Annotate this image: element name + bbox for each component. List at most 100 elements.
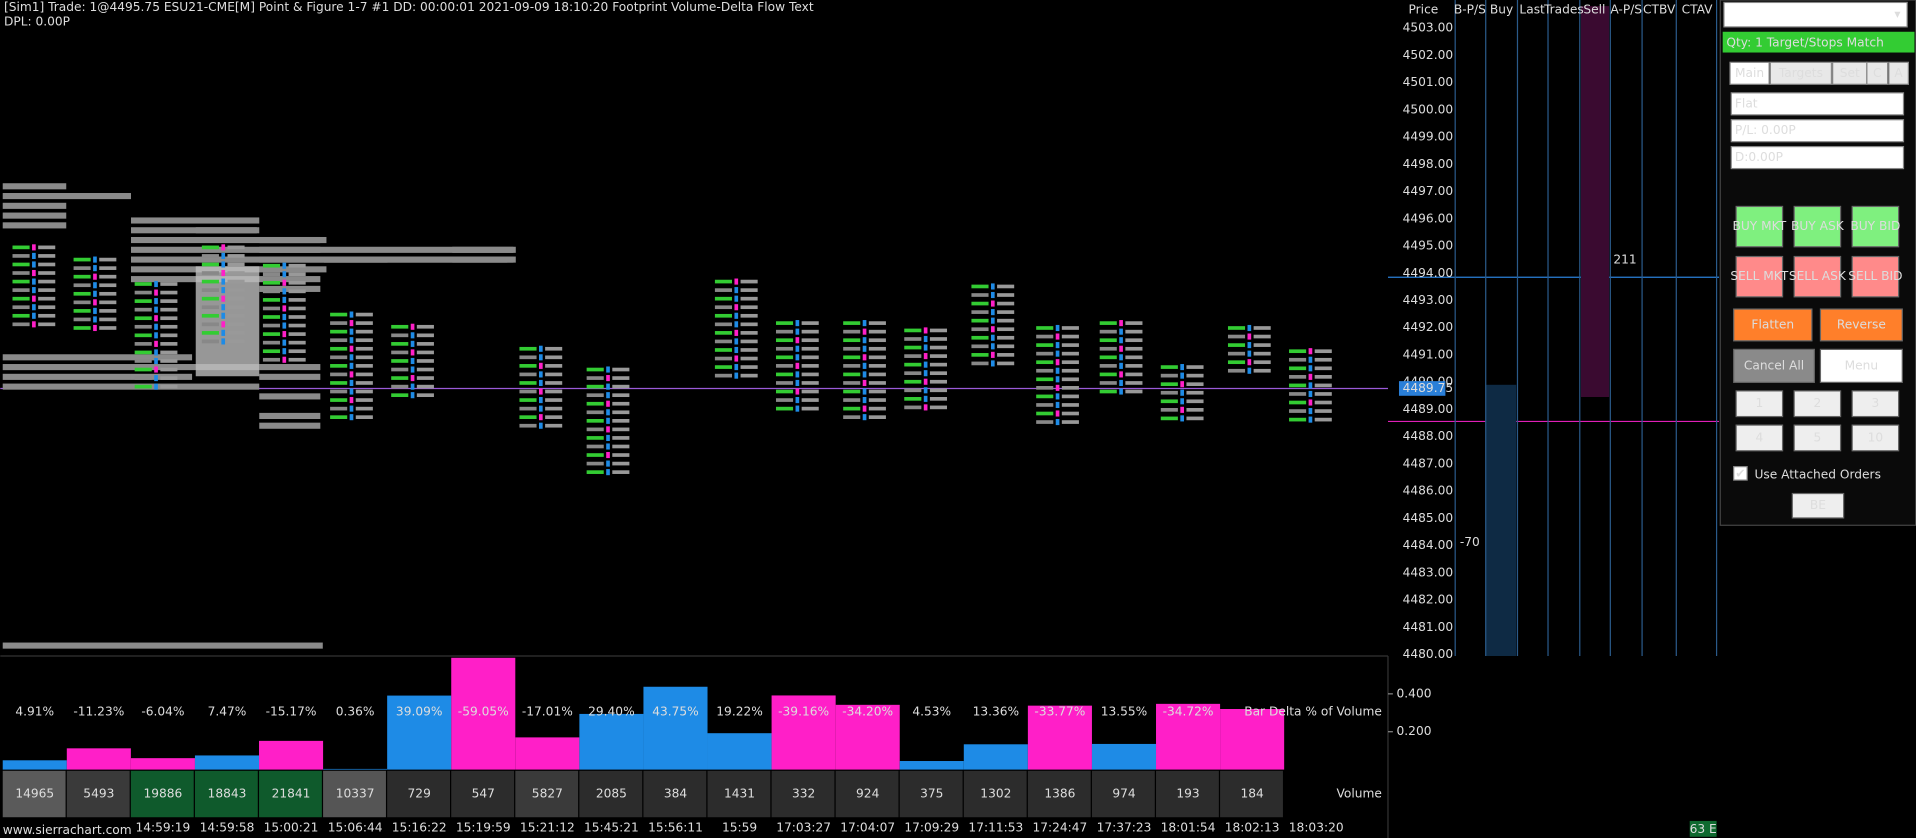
footprint-cell [775,364,794,368]
time-label: 17:24:47 [1033,821,1088,835]
footprint-cell [221,338,226,345]
be-button[interactable] [1791,492,1845,519]
footprint-cell [134,290,152,295]
profile-bar [259,246,516,253]
reverse-button[interactable] [1819,308,1903,342]
footprint-cell [201,313,219,318]
footprint-cell [971,318,989,323]
footprint-cell [997,318,1015,323]
footprint-cell [410,366,415,373]
footprint-cell [862,362,867,369]
delta-bar [579,713,644,770]
footprint-cell [1289,357,1307,362]
qty-button[interactable] [1793,424,1842,452]
menu-button[interactable] [1819,348,1903,383]
volume-value: 384 [664,787,688,801]
volume-value: 547 [472,787,495,801]
watermark: www.sierrachart.com [3,823,132,837]
footprint-cell [1036,334,1054,339]
footprint-cell [904,371,922,376]
footprint-cell [929,328,948,333]
symbol-dropdown[interactable] [1723,1,1908,28]
tab[interactable] [1769,61,1833,85]
footprint-cell [1119,388,1123,395]
footprint-cell [775,389,794,394]
tab[interactable] [1866,61,1889,85]
profile-bar [2,183,67,190]
footprint-cell [734,312,739,319]
tab[interactable] [1888,61,1909,85]
footprint-cell [1314,383,1332,388]
footprint-cell [1125,381,1143,385]
qty-button[interactable] [1793,390,1842,418]
sell-button[interactable] [1735,255,1784,298]
delta-bar [194,755,260,770]
footprint-cell [93,324,97,332]
qty-button[interactable] [1735,390,1784,418]
buy-button[interactable] [1735,205,1784,248]
footprint-cell [38,271,56,275]
footprint-cell [134,307,152,312]
footprint-cell [714,296,733,301]
be-button-label: BE [1810,498,1826,512]
footprint-cell [862,388,867,395]
volume-value: 10337 [336,787,375,801]
footprint-cell [1099,389,1117,394]
current-price: 4489.75 [1403,381,1453,395]
footprint-cell [714,373,733,378]
footprint-cell [32,312,36,319]
footprint-cell [929,362,948,367]
footprint-cell [971,335,989,340]
footprint-cell [262,315,281,319]
footprint-cell [606,366,610,373]
footprint-cell [355,372,373,377]
price-label: 4483.00 [1403,565,1453,579]
tab[interactable] [1729,61,1770,85]
footprint-cell [160,307,178,312]
delta-bar [259,740,324,770]
sell-button[interactable] [1851,255,1900,298]
footprint-cell [868,355,886,360]
tab-label: A [1894,66,1903,80]
footprint-cell [519,406,537,411]
buy-button[interactable] [1793,205,1842,248]
footprint-cell [612,461,630,466]
cancel-all-button[interactable] [1733,348,1815,383]
footprint-cell [262,280,281,285]
profile-bar [259,364,321,371]
footprint-cell [990,334,995,341]
footprint-cell [1055,410,1060,417]
footprint-cell [93,273,97,280]
footprint-cell [134,384,152,389]
qty-button[interactable] [1851,390,1900,418]
footprint-cell [929,337,948,341]
qty-button[interactable] [1735,424,1784,452]
footprint-cell [734,372,739,379]
footprint-cell [1180,364,1184,371]
delta-label: 4.91% [15,705,54,719]
footprint-cell [349,328,354,335]
footprint-cell [288,280,306,285]
buy-button[interactable] [1851,205,1900,248]
footprint-cell [734,355,739,362]
footprint-cell [391,333,409,338]
checkbox[interactable] [1733,466,1748,481]
footprint-cell [99,300,117,305]
footprint-cell [1180,381,1184,388]
footprint-cell [612,410,630,415]
footprint-cell [586,427,604,432]
footprint-cell [843,364,861,368]
qty-button[interactable] [1851,424,1900,452]
price-label: 4493.00 [1403,293,1453,307]
footprint-cell [391,359,409,363]
sell-button[interactable] [1793,255,1842,298]
footprint-cell [868,389,886,394]
footprint-cell [775,398,794,402]
footprint-cell [1125,389,1143,394]
footprint-cell [93,307,97,314]
footprint-cell [923,395,928,402]
footprint-cell [330,346,348,351]
footprint-cell [929,354,948,358]
footprint-cell [1036,326,1054,330]
flatten-button[interactable] [1733,308,1813,342]
